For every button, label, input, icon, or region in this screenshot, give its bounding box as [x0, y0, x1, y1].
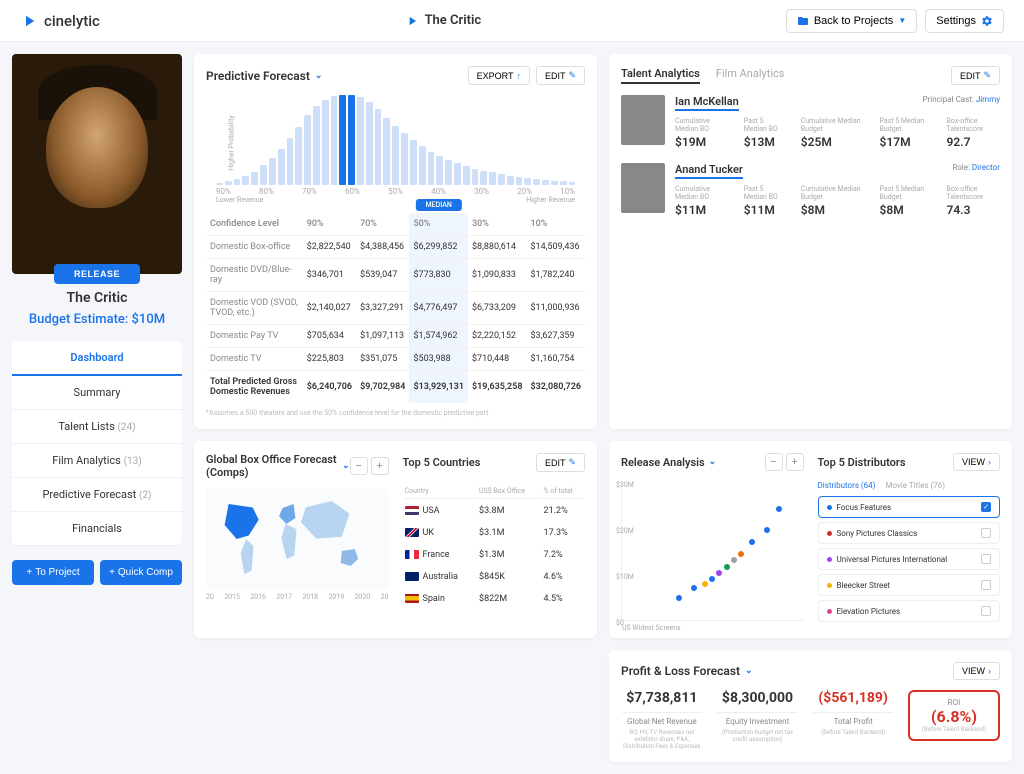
nav-item[interactable]: Financials — [12, 512, 182, 546]
view-button[interactable]: VIEW› — [953, 453, 1000, 471]
distributor-item[interactable]: Elevation Pictures — [818, 600, 1001, 622]
profit-loss-card: Profit & Loss Forecast⌄ VIEW› $7,738,811… — [609, 650, 1012, 762]
nav-item[interactable]: Predictive Forecast (2) — [12, 478, 182, 512]
country-row: USA$3.8M21.2% — [405, 501, 584, 521]
upload-icon: ↑ — [516, 71, 521, 81]
plus-button[interactable]: + — [371, 457, 389, 475]
pl-metric: ($561,189)Total Profit(Before Talent Bac… — [812, 690, 894, 736]
checkbox[interactable] — [981, 528, 991, 538]
checkbox[interactable] — [981, 554, 991, 564]
checkbox[interactable] — [981, 606, 991, 616]
top5-countries-title: Top 5 Countries — [403, 456, 481, 469]
chevron-down-icon[interactable]: ⌄ — [315, 71, 323, 81]
talent-tab[interactable]: Film Analytics — [716, 67, 785, 84]
talent-name[interactable]: Anand Tucker — [675, 163, 743, 179]
checkbox[interactable]: ✓ — [981, 502, 991, 512]
chevron-right-icon: › — [988, 457, 991, 467]
movie-title: The Critic — [12, 290, 182, 306]
country-row: Spain$822M4.5% — [405, 589, 584, 609]
talent-tab[interactable]: Talent Analytics — [621, 67, 700, 84]
chevron-down-icon[interactable]: ⌄ — [745, 666, 753, 676]
distributor-tab[interactable]: Distributors (64) — [818, 481, 876, 490]
gear-icon — [981, 15, 993, 27]
budget-estimate: Budget Estimate: $10M — [12, 312, 182, 327]
distributor-item[interactable]: Sony Pictures Classics — [818, 522, 1001, 544]
logo[interactable]: cinelytic — [20, 12, 100, 30]
nav-item[interactable]: Talent Lists (24) — [12, 410, 182, 444]
chevron-down-icon: ▼ — [898, 16, 906, 25]
settings-button[interactable]: Settings — [925, 9, 1004, 33]
talent-name[interactable]: Ian McKellan — [675, 95, 739, 111]
movie-poster — [12, 54, 182, 274]
flag-icon — [405, 528, 419, 537]
minus-button[interactable]: − — [350, 457, 368, 475]
pencil-icon: ✎ — [568, 70, 576, 81]
chevron-down-icon[interactable]: ⌄ — [342, 461, 350, 471]
talent-role-link[interactable]: Director — [972, 163, 1000, 172]
predictive-forecast-card: Predictive Forecast⌄ EXPORT↑ EDIT✎ Highe… — [194, 54, 597, 429]
pencil-icon: ✎ — [568, 457, 576, 468]
country-row: Australia$845K4.6% — [405, 567, 584, 587]
talent-photo — [621, 163, 665, 213]
nav-item[interactable]: Summary — [12, 376, 182, 410]
forecast-histogram: Higher Probability 90%80%70%60%50%40%30%… — [206, 95, 585, 205]
talent-role-link[interactable]: Jimmy — [976, 95, 1000, 104]
quick-comp-button[interactable]: + Quick Comp — [100, 560, 182, 585]
nav-item[interactable]: Dashboard — [12, 341, 182, 376]
talent-photo — [621, 95, 665, 145]
country-row: UK$3.1M17.3% — [405, 523, 584, 543]
play-logo-icon — [20, 12, 38, 30]
pl-metric: $8,300,000Equity Investment(Production b… — [717, 690, 799, 743]
play-icon — [405, 14, 419, 28]
checkbox[interactable] — [981, 580, 991, 590]
back-to-projects-button[interactable]: Back to Projects ▼ — [786, 9, 917, 33]
to-project-button[interactable]: + To Project — [12, 560, 94, 585]
top5-distributors-title: Top 5 Distributors — [818, 456, 906, 469]
project-breadcrumb: The Critic — [405, 13, 482, 28]
country-row: France$1.3M7.2% — [405, 545, 584, 565]
world-map[interactable] — [206, 489, 389, 589]
folder-icon — [797, 15, 809, 27]
distributor-item[interactable]: Focus Features✓ — [818, 496, 1001, 518]
distributor-tab[interactable]: Movie Titles (76) — [885, 481, 945, 490]
flag-icon — [405, 506, 419, 515]
talent-row: Ian McKellanPrincipal Cast: JimmyCumulat… — [621, 95, 1000, 149]
edit-button[interactable]: EDIT✎ — [951, 66, 1000, 85]
talent-row: Anand TuckerRole: DirectorCumulative Med… — [621, 163, 1000, 217]
flag-icon — [405, 594, 419, 603]
release-scatter: US Widest Screens $30M$20M$10M$0 — [621, 481, 804, 621]
minus-button[interactable]: − — [765, 453, 783, 471]
app-name: cinelytic — [44, 12, 100, 30]
project-title: The Critic — [425, 13, 482, 28]
plus-button[interactable]: + — [786, 453, 804, 471]
edit-button[interactable]: EDIT✎ — [536, 453, 585, 472]
flag-icon — [405, 550, 419, 559]
chevron-right-icon: › — [988, 666, 991, 676]
global-box-office-card: Global Box Office Forecast (Comps)⌄ − + — [194, 441, 597, 638]
flag-icon — [405, 572, 419, 581]
chevron-down-icon[interactable]: ⌄ — [709, 457, 717, 467]
edit-button[interactable]: EDIT✎ — [536, 66, 585, 85]
export-button[interactable]: EXPORT↑ — [468, 66, 530, 85]
release-button[interactable]: RELEASE — [54, 264, 140, 284]
roi-box: ROI(6.8%)(Before Talent Backend) — [908, 690, 1000, 741]
distributor-item[interactable]: Universal Pictures International — [818, 548, 1001, 570]
release-analysis-card: Release Analysis⌄ − + US Widest Screens … — [609, 441, 1012, 638]
talent-analytics-card: Talent Analytics Film Analytics EDIT✎ Ian… — [609, 54, 1012, 429]
distributor-item[interactable]: Bleecker Street — [818, 574, 1001, 596]
pl-metric: $7,738,811Global Net RevenueBO, HV, TV R… — [621, 690, 703, 750]
pencil-icon: ✎ — [983, 70, 991, 81]
forecast-footnote: *Assumes a 500 theaters and use the 50% … — [206, 409, 585, 417]
view-button[interactable]: VIEW› — [953, 662, 1000, 680]
nav-item[interactable]: Film Analytics (13) — [12, 444, 182, 478]
